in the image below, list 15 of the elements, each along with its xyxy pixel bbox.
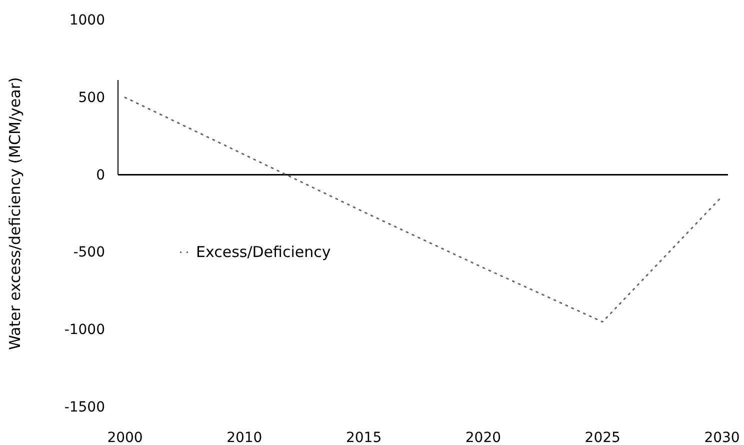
legend-label: Excess/Deficiency [196, 243, 331, 262]
y-tick-label: 0 [96, 167, 105, 184]
y-tick-label: -500 [73, 244, 105, 261]
y-axis-title: Water excess/deficiency (MCM/year) [6, 77, 24, 350]
x-tick-label: 2020 [465, 430, 502, 445]
x-tick-label: 2030 [704, 430, 740, 445]
x-tick-label: 2010 [226, 430, 262, 445]
x-tick-label: 2015 [346, 430, 382, 445]
y-tick-label: -1000 [64, 322, 105, 338]
y-tick-label: -1500 [64, 399, 105, 416]
y-tick-label: 1000 [69, 12, 105, 28]
x-tick-label: 2000 [107, 430, 143, 445]
y-tick-label: 500 [78, 90, 105, 106]
x-tick-label: 2025 [584, 430, 620, 445]
line-series [124, 96, 723, 323]
